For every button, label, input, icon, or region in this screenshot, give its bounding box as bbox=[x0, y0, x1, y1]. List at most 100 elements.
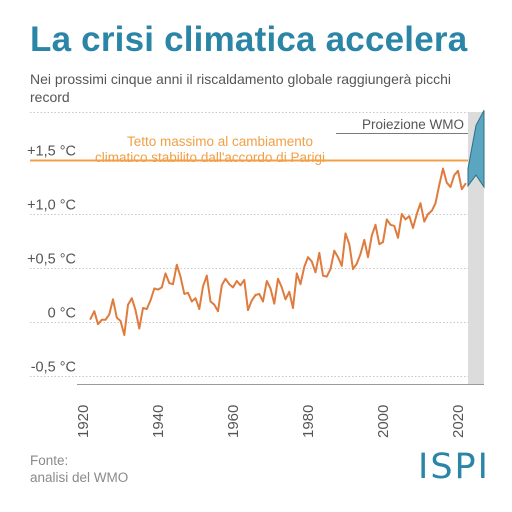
data-point bbox=[221, 284, 223, 287]
data-point bbox=[408, 215, 411, 217]
data-point bbox=[397, 237, 399, 239]
data-point bbox=[423, 220, 426, 223]
data-point bbox=[146, 308, 148, 310]
source-note: Fonte: analisi del WMO bbox=[30, 452, 128, 486]
y-axis-ticks: -0,5 °C 0 °C +0,5 °C +1,0 °C +1,5 °C bbox=[27, 144, 76, 376]
data-point bbox=[149, 299, 152, 302]
data-point bbox=[341, 265, 343, 267]
y-tick-label: 0 °C bbox=[48, 306, 76, 322]
data-point bbox=[168, 282, 171, 284]
data-point bbox=[344, 232, 347, 235]
x-tick-label: 2000 bbox=[375, 405, 392, 438]
data-point bbox=[446, 181, 448, 184]
data-point bbox=[108, 313, 111, 316]
data-point bbox=[198, 308, 201, 310]
data-point bbox=[416, 213, 418, 215]
data-point bbox=[378, 243, 381, 245]
data-point bbox=[206, 274, 208, 277]
x-tick-label: 1920 bbox=[75, 405, 92, 438]
data-point bbox=[288, 291, 291, 293]
x-axis-ticks: 1920 1940 1960 1980 2000 2020 bbox=[75, 405, 467, 438]
data-point bbox=[356, 262, 358, 265]
data-point bbox=[258, 293, 261, 295]
data-point bbox=[138, 327, 141, 330]
data-point bbox=[266, 280, 268, 282]
data-point bbox=[453, 174, 456, 176]
data-point bbox=[104, 319, 107, 321]
data-point bbox=[254, 294, 257, 296]
data-point bbox=[303, 266, 306, 268]
data-point bbox=[236, 280, 238, 282]
data-point bbox=[449, 186, 452, 188]
data-point bbox=[123, 334, 126, 336]
projection-range bbox=[467, 110, 485, 189]
data-point bbox=[161, 286, 163, 289]
data-point bbox=[389, 224, 392, 226]
data-point bbox=[322, 274, 324, 277]
x-tick-label: 1960 bbox=[225, 405, 242, 438]
data-point bbox=[134, 309, 137, 311]
data-point bbox=[292, 307, 294, 309]
data-point bbox=[318, 252, 321, 254]
source-label: Fonte: bbox=[30, 453, 69, 468]
data-point bbox=[386, 218, 388, 221]
y-tick-label: +0,5 °C bbox=[27, 252, 76, 268]
data-point bbox=[333, 249, 336, 252]
data-point bbox=[89, 318, 92, 320]
threshold-label-line2: climatico stabilito dall'accordo di Pari… bbox=[95, 150, 325, 165]
y-tick-label: +1,5 °C bbox=[27, 144, 76, 160]
data-point bbox=[352, 268, 354, 270]
projection: Proiezione WMO bbox=[336, 110, 485, 189]
x-tick-label: 2020 bbox=[450, 405, 467, 438]
data-point bbox=[363, 239, 366, 241]
data-point bbox=[93, 310, 96, 313]
data-point bbox=[262, 300, 264, 303]
data-point bbox=[348, 243, 351, 245]
data-point bbox=[97, 323, 99, 326]
data-point bbox=[131, 297, 133, 300]
data-point bbox=[374, 224, 377, 226]
data-point bbox=[228, 283, 231, 286]
data-point bbox=[247, 309, 249, 311]
data-point bbox=[434, 202, 437, 204]
x-tick-label: 1980 bbox=[300, 405, 317, 438]
data-point bbox=[442, 167, 444, 170]
data-point bbox=[419, 202, 422, 204]
data-point bbox=[281, 286, 283, 289]
data-point bbox=[371, 234, 373, 237]
data-point bbox=[311, 260, 313, 263]
source-text: analisi del WMO bbox=[30, 470, 129, 485]
projection-label: Proiezione WMO bbox=[362, 117, 464, 132]
y-tick-label: -0,5 °C bbox=[31, 360, 76, 376]
data-point bbox=[224, 278, 227, 280]
data-point bbox=[382, 241, 384, 243]
data-point bbox=[427, 213, 429, 215]
data-point bbox=[187, 292, 189, 294]
data-point bbox=[127, 303, 129, 306]
data-point bbox=[329, 268, 332, 270]
data-point bbox=[153, 287, 156, 290]
x-tick-label: 1940 bbox=[150, 405, 167, 438]
data-point bbox=[179, 275, 182, 278]
chart-title: La crisi climatica accelera bbox=[30, 20, 468, 59]
data-point bbox=[337, 256, 339, 259]
data-point bbox=[142, 307, 144, 309]
data-point bbox=[116, 316, 118, 319]
data-point bbox=[464, 183, 467, 185]
temperature-series bbox=[89, 167, 467, 336]
data-point bbox=[404, 218, 407, 221]
data-point bbox=[284, 298, 287, 301]
data-point bbox=[157, 288, 159, 291]
data-point bbox=[401, 213, 403, 215]
temperature-line bbox=[89, 167, 467, 336]
data-point bbox=[164, 272, 167, 275]
data-point bbox=[273, 302, 276, 305]
data-point bbox=[296, 272, 298, 275]
data-point bbox=[251, 299, 253, 302]
data-point bbox=[367, 256, 369, 259]
data-point bbox=[213, 303, 216, 306]
data-point bbox=[314, 271, 317, 274]
data-point bbox=[202, 285, 204, 288]
